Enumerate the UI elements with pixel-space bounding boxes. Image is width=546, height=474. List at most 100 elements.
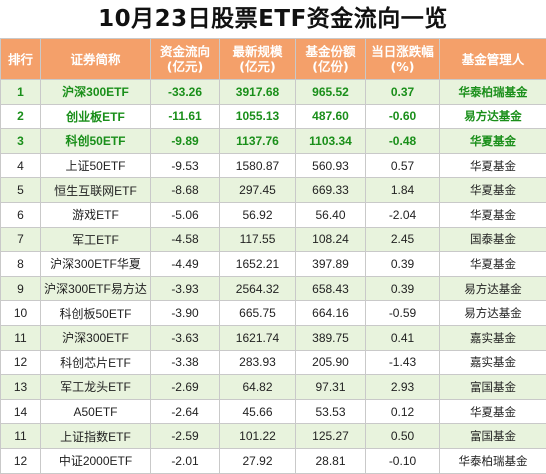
name-cell: 沪深300ETF易方达 (41, 276, 151, 301)
shares-cell: 965.52 (296, 80, 366, 105)
header-name: 证券简称 (41, 39, 151, 80)
name-cell: 科创板50ETF (41, 301, 151, 326)
name-cell: 军工ETF (41, 227, 151, 252)
rank-cell: 13 (1, 375, 41, 400)
name-cell: A50ETF (41, 399, 151, 424)
name-cell: 游戏ETF (41, 202, 151, 227)
rank-cell: 9 (1, 276, 41, 301)
name-cell: 中证2000ETF (41, 448, 151, 473)
scale-cell: 101.22 (220, 424, 296, 449)
shares-cell: 389.75 (296, 325, 366, 350)
manager-cell: 华泰柏瑞基金 (440, 448, 546, 473)
manager-cell: 嘉实基金 (440, 325, 546, 350)
manager-cell: 嘉实基金 (440, 350, 546, 375)
scale-cell: 3917.68 (220, 80, 296, 105)
scale-cell: 1652.21 (220, 252, 296, 277)
rank-cell: 14 (1, 399, 41, 424)
rank-cell: 10 (1, 301, 41, 326)
shares-cell: 397.89 (296, 252, 366, 277)
shares-cell: 669.33 (296, 178, 366, 203)
rank-cell: 1 (1, 80, 41, 105)
manager-cell: 华泰柏瑞基金 (440, 80, 546, 105)
scale-cell: 2564.32 (220, 276, 296, 301)
shares-cell: 658.43 (296, 276, 366, 301)
scale-cell: 117.55 (220, 227, 296, 252)
manager-cell: 易方达基金 (440, 301, 546, 326)
flow-cell: -3.93 (151, 276, 220, 301)
manager-cell: 华夏基金 (440, 129, 546, 154)
rank-cell: 12 (1, 448, 41, 473)
manager-cell: 华夏基金 (440, 252, 546, 277)
scale-cell: 56.92 (220, 202, 296, 227)
change-cell: 1.84 (366, 178, 440, 203)
flow-cell: -11.61 (151, 104, 220, 129)
manager-cell: 华夏基金 (440, 202, 546, 227)
flow-cell: -2.59 (151, 424, 220, 449)
shares-cell: 205.90 (296, 350, 366, 375)
flow-cell: -4.49 (151, 252, 220, 277)
shares-cell: 108.24 (296, 227, 366, 252)
flow-cell: -33.26 (151, 80, 220, 105)
name-cell: 创业板ETF (41, 104, 151, 129)
flow-cell: -3.90 (151, 301, 220, 326)
change-cell: -2.04 (366, 202, 440, 227)
name-cell: 沪深300ETF (41, 80, 151, 105)
change-cell: 0.39 (366, 252, 440, 277)
change-cell: -1.43 (366, 350, 440, 375)
scale-cell: 1055.13 (220, 104, 296, 129)
rank-cell: 8 (1, 252, 41, 277)
rank-cell: 2 (1, 104, 41, 129)
scale-cell: 27.92 (220, 448, 296, 473)
manager-cell: 易方达基金 (440, 104, 546, 129)
scale-cell: 64.82 (220, 375, 296, 400)
name-cell: 沪深300ETF (41, 325, 151, 350)
flow-cell: -9.89 (151, 129, 220, 154)
change-cell: 0.50 (366, 424, 440, 449)
change-cell: 0.41 (366, 325, 440, 350)
scale-cell: 1580.87 (220, 153, 296, 178)
change-cell: 0.39 (366, 276, 440, 301)
flow-cell: -2.01 (151, 448, 220, 473)
scale-cell: 665.75 (220, 301, 296, 326)
header-manager: 基金管理人 (440, 39, 546, 80)
scale-cell: 283.93 (220, 350, 296, 375)
scale-cell: 1137.76 (220, 129, 296, 154)
rank-cell: 11 (1, 424, 41, 449)
change-cell: 2.45 (366, 227, 440, 252)
header-shares: 基金份额(亿份) (296, 39, 366, 80)
manager-cell: 华夏基金 (440, 178, 546, 203)
change-cell: 0.57 (366, 153, 440, 178)
etf-flow-table: 排行 证券简称 资金流向(亿元) 最新规模(亿元) 基金份额(亿份) 当日涨跌幅… (0, 38, 546, 474)
manager-cell: 易方达基金 (440, 276, 546, 301)
flow-cell: -8.68 (151, 178, 220, 203)
name-cell: 上证指数ETF (41, 424, 151, 449)
shares-cell: 1103.34 (296, 129, 366, 154)
change-cell: -0.59 (366, 301, 440, 326)
rank-cell: 12 (1, 350, 41, 375)
shares-cell: 487.60 (296, 104, 366, 129)
header-change: 当日涨跌幅(%) (366, 39, 440, 80)
shares-cell: 125.27 (296, 424, 366, 449)
shares-cell: 560.93 (296, 153, 366, 178)
manager-cell: 华夏基金 (440, 153, 546, 178)
shares-cell: 97.31 (296, 375, 366, 400)
manager-cell: 华夏基金 (440, 399, 546, 424)
rank-cell: 5 (1, 178, 41, 203)
flow-cell: -5.06 (151, 202, 220, 227)
change-cell: -0.60 (366, 104, 440, 129)
header-rank: 排行 (1, 39, 41, 80)
manager-cell: 富国基金 (440, 424, 546, 449)
rank-cell: 11 (1, 325, 41, 350)
rank-cell: 6 (1, 202, 41, 227)
flow-cell: -4.58 (151, 227, 220, 252)
